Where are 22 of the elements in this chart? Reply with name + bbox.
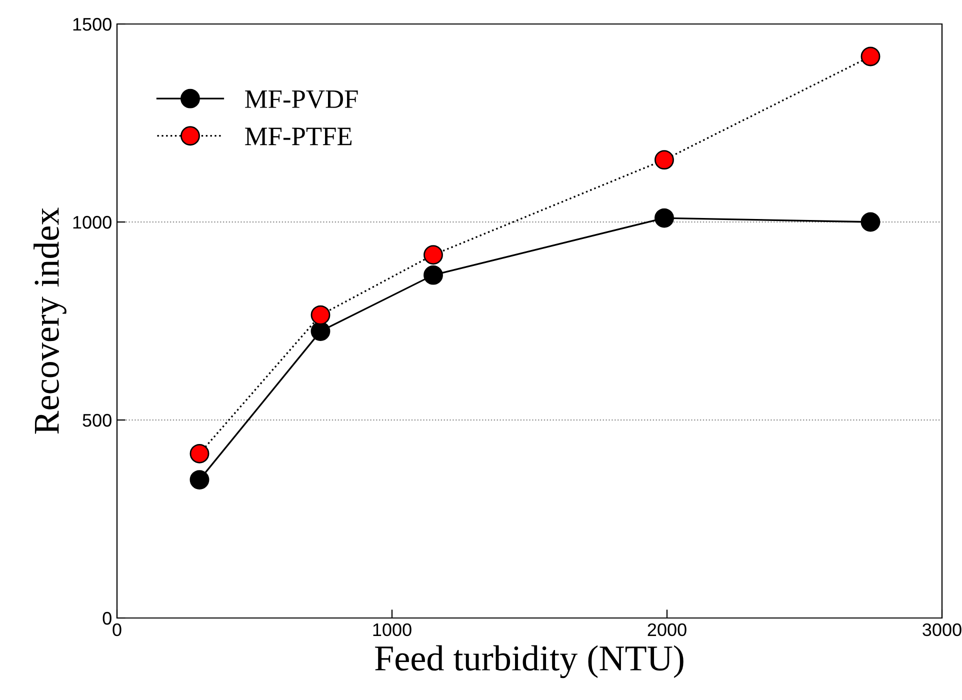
x-tick-label: 1000 [373,623,412,636]
point [310,322,330,342]
point [424,265,443,285]
x-axis-title: Feed turbidity (NTU) [375,645,684,678]
point [860,212,880,232]
point [424,245,443,265]
point [654,150,674,170]
x-tick-label: 0 [112,623,122,636]
y-tick-label: 500 [82,414,112,427]
x-tick-label: 3000 [922,623,962,636]
point [860,46,880,66]
legend-label: MF-PVDF [245,90,358,108]
y-tick-label: 1000 [73,216,112,229]
legend-label: MF-PTFE [245,128,352,146]
point [190,444,210,464]
y-axis-title: Recovery index [34,208,66,434]
point [190,470,210,490]
point [310,305,330,325]
x-tick-label: 2000 [648,623,686,636]
point [654,208,674,228]
y-tick-label: 0 [102,612,112,625]
y-tick-label: 1500 [73,18,112,31]
